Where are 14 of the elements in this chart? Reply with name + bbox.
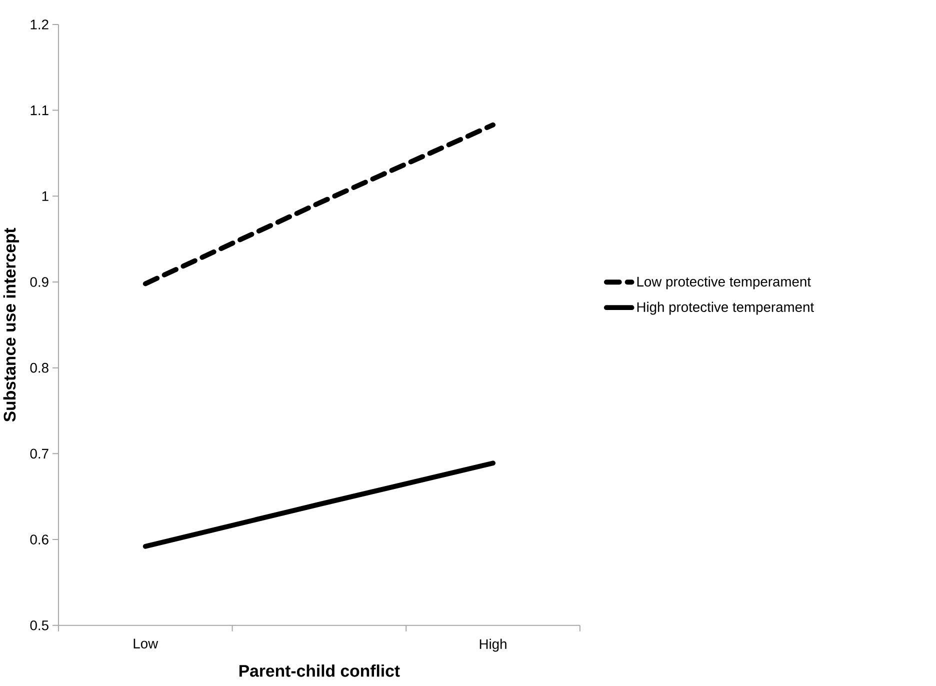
y-axis-title: Substance use intercept xyxy=(3,228,19,422)
y-tick-label: 1 xyxy=(42,191,48,201)
legend-label: High protective temperament xyxy=(637,302,814,315)
y-tick-label: 0.6 xyxy=(30,534,48,544)
y-tick-label: 0.8 xyxy=(30,362,48,373)
y-tick-label: 0.7 xyxy=(30,448,48,458)
y-tick-label: 1.1 xyxy=(30,105,48,115)
x-tick-label: Low xyxy=(134,638,158,648)
x-tick-label: High xyxy=(480,638,506,652)
y-tick-label: 0.5 xyxy=(30,620,48,630)
y-tick-label: 1.2 xyxy=(30,19,48,30)
y-tick-label: 0.9 xyxy=(30,276,48,287)
x-axis-title: Parent-child conflict xyxy=(239,664,400,677)
legend-label: Low protective temperament xyxy=(637,276,811,290)
